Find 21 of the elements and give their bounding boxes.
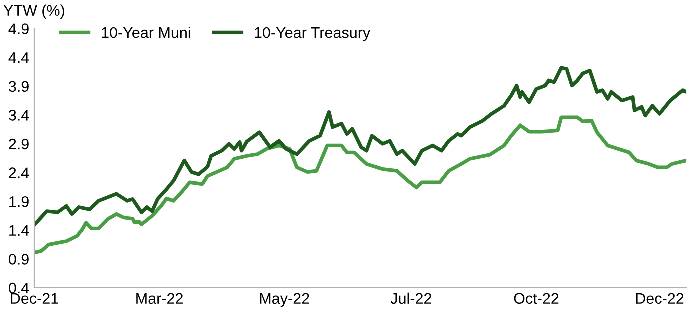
x-tick-label: Mar-22 [136, 293, 183, 304]
y-tick-label: 4.4 [8, 52, 30, 64]
y-tick-label: 3.4 [8, 110, 30, 121]
y-tick-label: 3.9 [8, 81, 29, 92]
x-tick-label: Dec-22 [636, 293, 684, 304]
line-series [34, 66, 687, 228]
y-tick-label: 2.4 [9, 168, 30, 178]
x-tick-label: Jul-22 [390, 292, 432, 304]
x-tick-label: May-22 [260, 293, 310, 308]
y-tick-label: 0.9 [9, 254, 29, 265]
y-tick-label: 1.9 [10, 196, 29, 208]
y-tick-label: 1.4 [10, 225, 30, 236]
y-tick-label: 0.4 [9, 282, 30, 294]
y-tick-label: 2.9 [9, 138, 29, 150]
line-series [34, 116, 687, 255]
y-tick-label: 4.9 [8, 24, 29, 34]
legend-label: 10-Year Treasury [255, 27, 371, 42]
x-tick-label: Oct-22 [514, 293, 559, 304]
legend-label: 10-Year Muni [102, 27, 190, 38]
x-tick-label: Dec-21 [11, 293, 58, 304]
y-axis-title: YTW (%) [4, 4, 64, 20]
